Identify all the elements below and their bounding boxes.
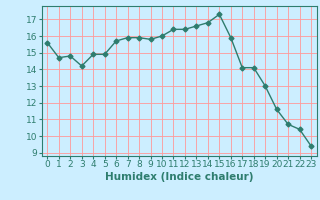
X-axis label: Humidex (Indice chaleur): Humidex (Indice chaleur) (105, 172, 253, 182)
